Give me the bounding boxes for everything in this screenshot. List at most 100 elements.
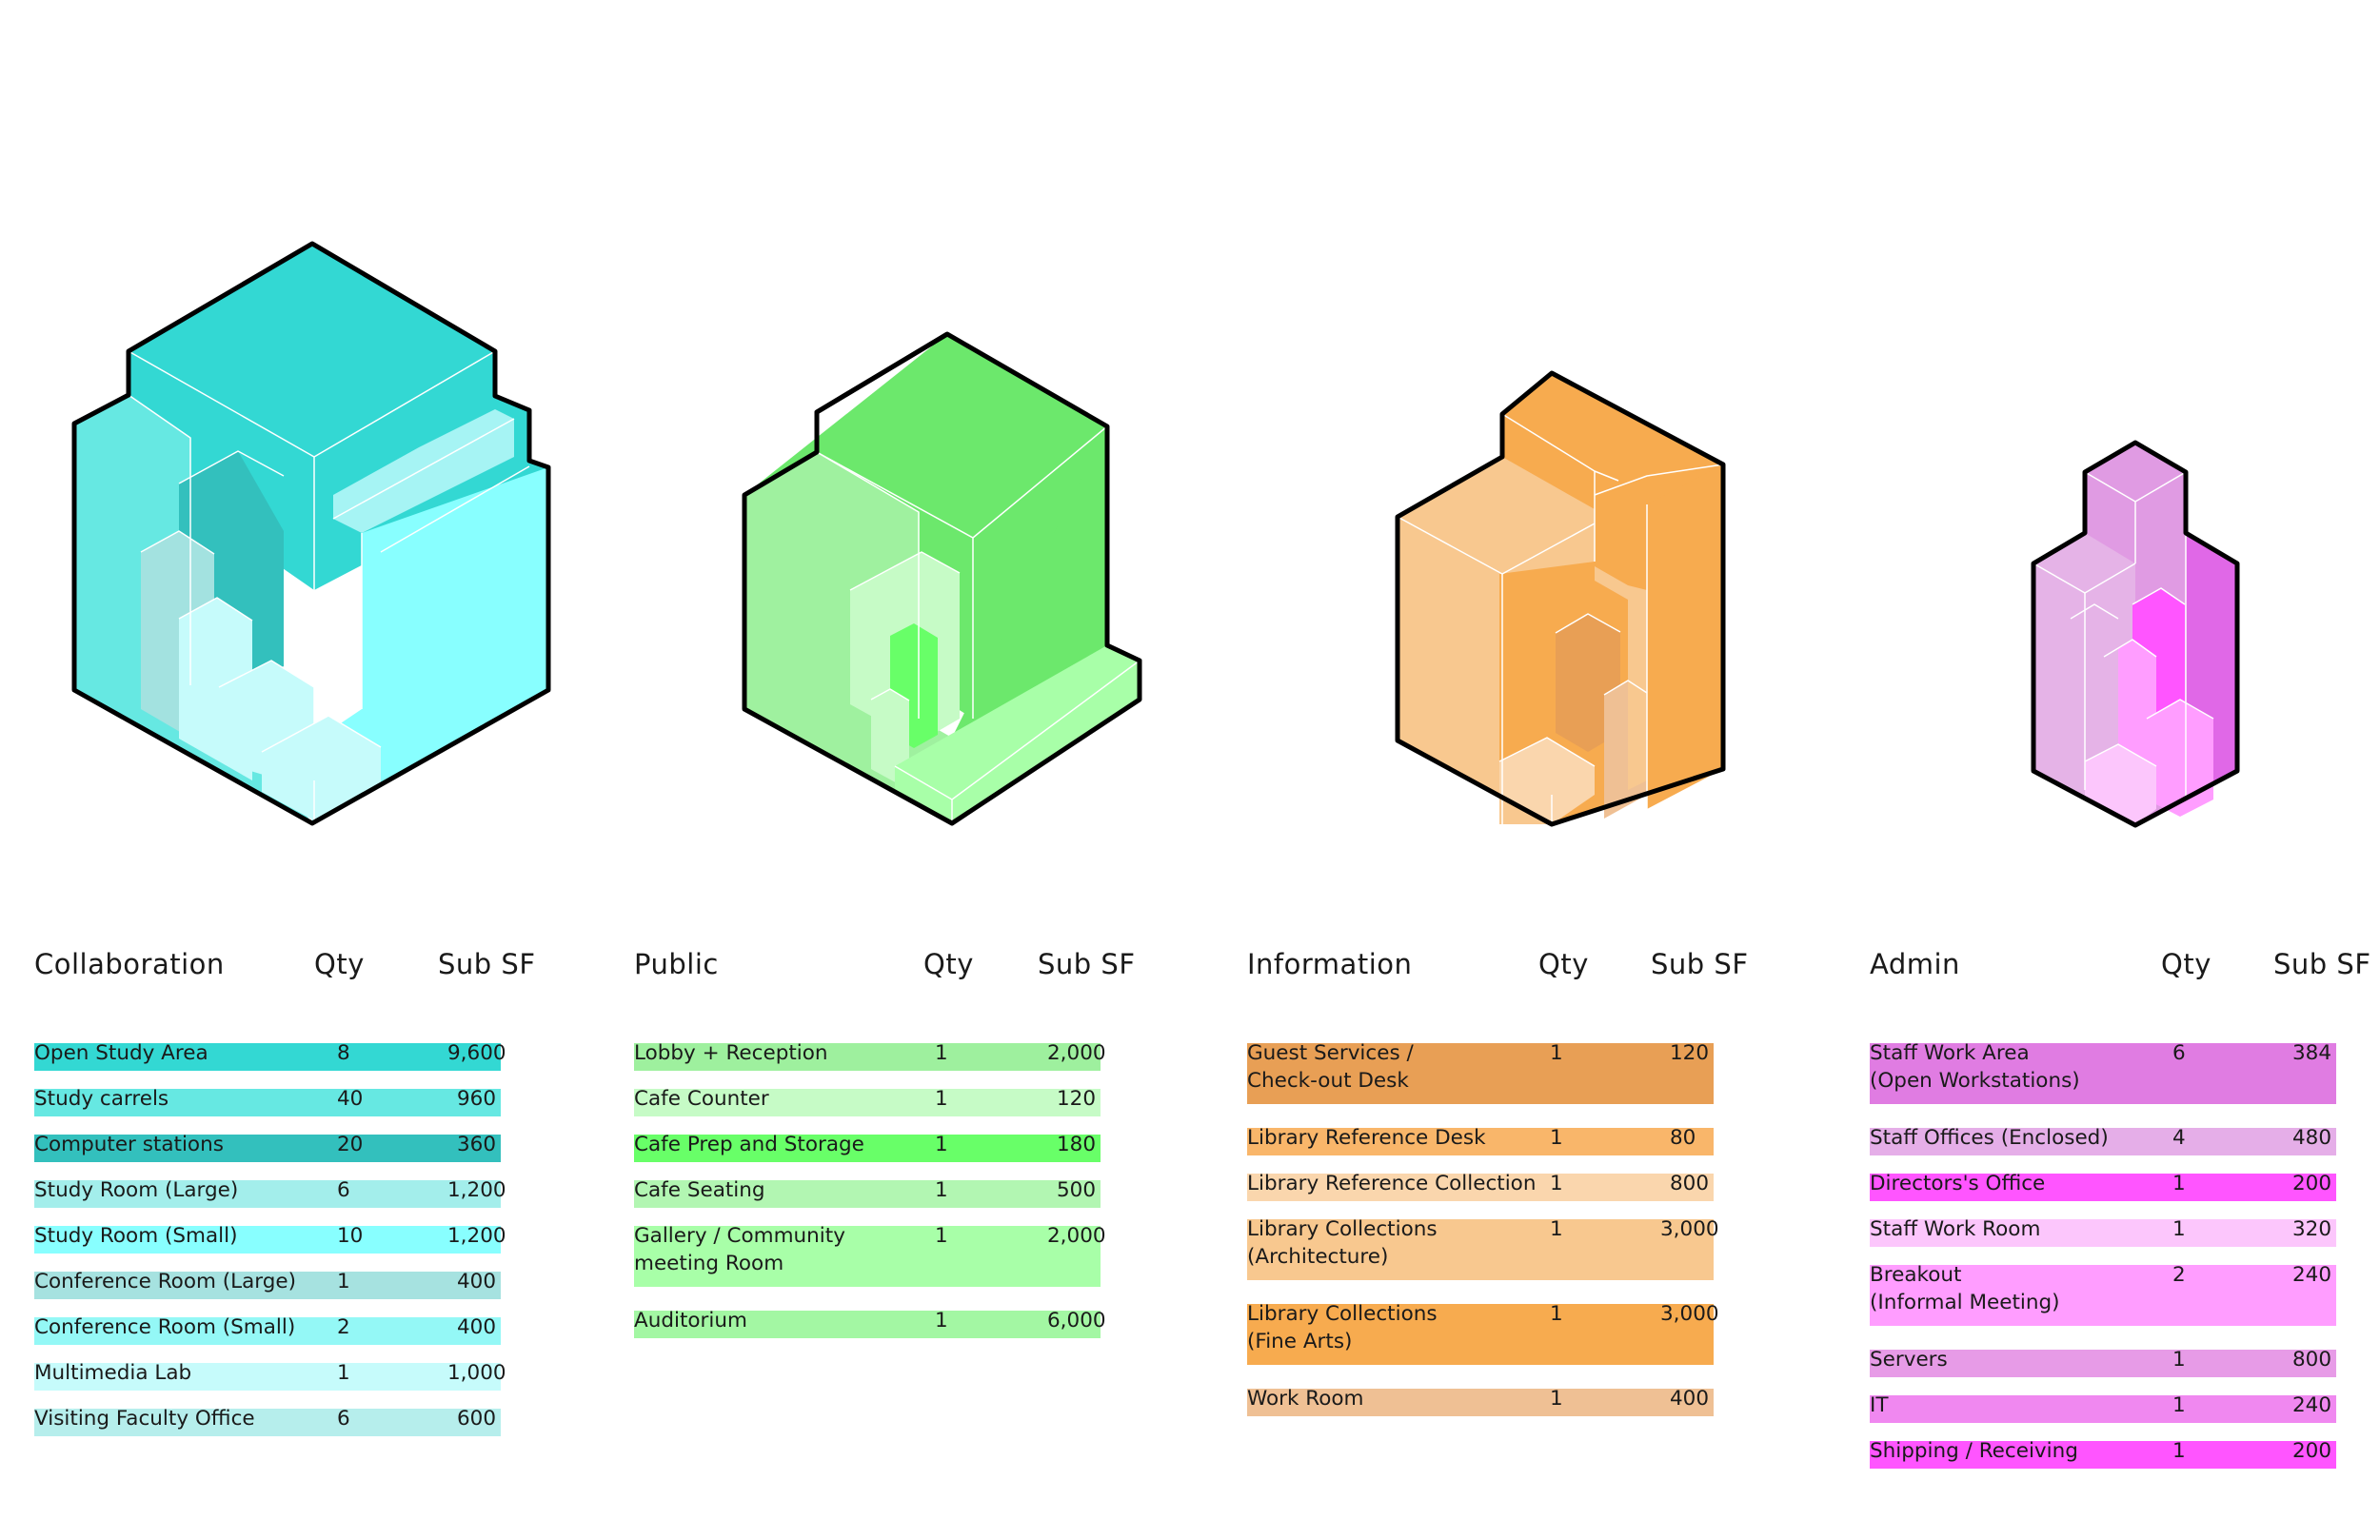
row-sub-sf: 480: [2292, 1126, 2332, 1150]
table-row: Staff Work Room 1 320: [1870, 1215, 2336, 1249]
table-row: Study Room (Large) 6 1,200: [34, 1176, 506, 1210]
table-row: Staff Work Area (Open Workstations) 6 384: [1870, 1039, 2336, 1104]
row-name: Directors's Office: [1870, 1172, 2046, 1195]
table-row: Visiting Faculty Office 6 600: [34, 1405, 501, 1438]
row-qty: 1: [1550, 1126, 1563, 1150]
row-sub-sf: 2,000: [1047, 1041, 1106, 1065]
row-sub-sf: 1,200: [447, 1224, 506, 1248]
table-row: Cafe Prep and Storage 1 180: [634, 1131, 1101, 1164]
row-qty: 1: [935, 1224, 948, 1248]
row-sub-sf: 400: [1670, 1387, 1710, 1411]
row-qty: 1: [1550, 1387, 1563, 1411]
row-color-bar: [34, 1135, 501, 1162]
row-sub-sf: 2,000: [1047, 1224, 1106, 1248]
table-row: Conference Room (Large) 1 400: [34, 1268, 501, 1301]
qty-header: Qty: [2161, 948, 2211, 980]
table-row: Lobby + Reception 1 2,000: [634, 1039, 1106, 1073]
public-edges: [816, 425, 1140, 823]
row-color-bar: [1870, 1174, 2336, 1201]
row-qty: 1: [935, 1041, 948, 1065]
row-qty: 1: [1550, 1302, 1563, 1326]
public-table: Public Qty Sub SF Lobby + Reception 1 2,00…: [634, 948, 1135, 1338]
row-sub-sf: 400: [457, 1315, 497, 1339]
row-name: Study Room (Large): [34, 1178, 239, 1202]
row-name: Shipping / Receiving: [1870, 1439, 2078, 1463]
collaboration-massing: [71, 241, 551, 826]
row-sub-sf: 180: [1057, 1133, 1097, 1156]
row-sub-sf: 6,000: [1047, 1309, 1106, 1333]
row-name: Library Collections (Architecture): [1247, 1217, 1438, 1269]
row-color-bar: [634, 1180, 1101, 1208]
row-name: Auditorium: [634, 1309, 747, 1333]
table-title: Information: [1247, 948, 1413, 980]
row-name: Library Reference Collection: [1247, 1172, 1537, 1195]
table-title: Public: [634, 948, 719, 980]
row-name: Servers: [1870, 1348, 1948, 1372]
row-color-bar: [1870, 1043, 2336, 1104]
table-row: Multimedia Lab 1 1,000: [34, 1359, 506, 1392]
row-sub-sf: 800: [1670, 1172, 1710, 1195]
table-row: Computer stations 20 360: [34, 1131, 501, 1164]
row-sub-sf: 3,000: [1660, 1217, 1719, 1241]
admin-edges: [2033, 471, 2214, 800]
collaboration-outline: [71, 241, 551, 826]
row-sub-sf: 9,600: [447, 1041, 506, 1065]
table-title: Admin: [1870, 948, 1960, 980]
collaboration-table: Collaboration Qty Sub SF Open Study Area…: [34, 948, 535, 1436]
row-color-bar: [34, 1226, 501, 1254]
row-color-bar: [1870, 1395, 2336, 1423]
row-color-bar: [1247, 1389, 1714, 1416]
information-inner-strip: [1595, 566, 1647, 790]
row-name: Gallery / Community meeting Room: [634, 1224, 845, 1275]
row-color-bar: [634, 1089, 1101, 1116]
table-row: Staff Offices (Enclosed) 4 480: [1870, 1124, 2336, 1157]
row-name: Staff Offices (Enclosed): [1870, 1126, 2109, 1150]
row-sub-sf: 3,000: [1660, 1302, 1719, 1326]
table-row: Directors's Office 1 200: [1870, 1170, 2336, 1203]
row-color-bar: [1247, 1043, 1714, 1104]
table-header: Collaboration Qty Sub SF: [34, 948, 535, 986]
table-row: Cafe Counter 1 120: [634, 1085, 1101, 1118]
row-sub-sf: 320: [2292, 1217, 2332, 1241]
admin-inner-right-block: [2147, 700, 2213, 817]
table-row: Conference Room (Small) 2 400: [34, 1313, 501, 1347]
row-sub-sf: 960: [457, 1087, 497, 1111]
row-color-bar: [1247, 1174, 1714, 1201]
table-row: Library Reference Collection 1 800: [1247, 1170, 1714, 1203]
row-color-bar: [1870, 1350, 2336, 1377]
table-row: Study Room (Small) 10 1,200: [34, 1222, 506, 1255]
collaboration-edges: [128, 350, 530, 820]
qty-header: Qty: [1538, 948, 1589, 980]
row-qty: 10: [337, 1224, 364, 1248]
row-sub-sf: 120: [1057, 1087, 1097, 1111]
row-qty: 1: [935, 1087, 948, 1111]
sub-sf-header: Sub SF: [2273, 948, 2371, 980]
row-name: Cafe Counter: [634, 1087, 769, 1111]
row-sub-sf: 240: [2292, 1263, 2332, 1287]
table-row: Open Study Area 8 9,600: [34, 1039, 506, 1073]
sub-sf-header: Sub SF: [438, 948, 536, 980]
information-massing: [1395, 370, 1726, 827]
admin-inner-left-block: [2071, 604, 2118, 780]
information-table: Information Qty Sub SF Guest Services / …: [1247, 948, 1748, 1416]
row-qty: 1: [337, 1361, 350, 1385]
row-color-bar: [34, 1363, 501, 1391]
information-mass-left: [1398, 457, 1595, 824]
row-color-bar: [34, 1409, 501, 1436]
row-color-bar: [1870, 1441, 2336, 1469]
row-name: Library Reference Desk: [1247, 1126, 1486, 1150]
row-qty: 1: [2172, 1172, 2186, 1195]
row-color-bar: [634, 1226, 1101, 1287]
table-row: Library Collections (Fine Arts) 1 3,000: [1247, 1300, 1719, 1365]
row-color-bar: [1247, 1304, 1714, 1365]
table-header: Admin Qty Sub SF: [1870, 948, 2370, 986]
information-outline: [1395, 370, 1726, 827]
information-base: [1499, 738, 1595, 824]
row-qty: 1: [935, 1178, 948, 1202]
row-qty: 6: [337, 1407, 350, 1431]
row-name: Study Room (Small): [34, 1224, 238, 1248]
row-sub-sf: 120: [1670, 1041, 1710, 1065]
row-sub-sf: 384: [2292, 1041, 2332, 1065]
row-qty: 1: [935, 1133, 948, 1156]
